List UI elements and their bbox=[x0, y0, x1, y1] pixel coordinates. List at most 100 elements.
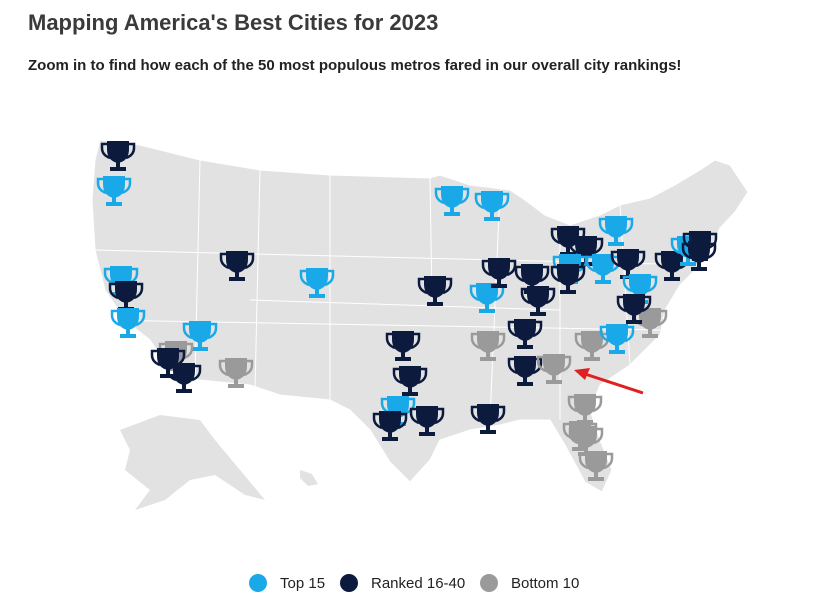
trophy-base bbox=[382, 437, 398, 441]
trophy-cup bbox=[661, 251, 683, 273]
trophy-cup bbox=[399, 366, 421, 388]
trophy-handles bbox=[514, 265, 550, 283]
trophy-marker bbox=[616, 294, 652, 324]
trophy-handles bbox=[470, 332, 506, 350]
trophy-base bbox=[309, 294, 325, 298]
trophy-cup bbox=[629, 274, 651, 296]
trophy-handles bbox=[568, 237, 604, 255]
trophy-stem bbox=[182, 384, 186, 390]
trophy-cup bbox=[527, 286, 549, 308]
trophy-base bbox=[192, 347, 208, 351]
trophy-stem bbox=[584, 447, 588, 453]
legend-label: Ranked 16-40 bbox=[371, 575, 465, 592]
legend-swatch bbox=[340, 574, 358, 592]
trophy-stem bbox=[648, 329, 652, 335]
trophy-cup bbox=[623, 294, 645, 316]
trophy-stem bbox=[686, 257, 690, 263]
trophy-stem bbox=[497, 279, 501, 285]
trophy-handles bbox=[599, 325, 635, 343]
trophy-stem bbox=[408, 387, 412, 393]
trophy-cup bbox=[226, 251, 248, 273]
trophy-handles bbox=[520, 287, 556, 305]
trophy-marker bbox=[507, 319, 543, 349]
trophy-marker bbox=[219, 251, 255, 281]
trophy-marker bbox=[469, 283, 505, 313]
trophy-stem bbox=[486, 425, 490, 431]
trophy-base bbox=[491, 284, 507, 288]
trophy-stem bbox=[490, 212, 494, 218]
trophy-stem bbox=[566, 247, 570, 253]
trophy-handles bbox=[507, 320, 543, 338]
trophy-handles bbox=[469, 284, 505, 302]
legend-swatch bbox=[480, 574, 498, 592]
trophy-base bbox=[517, 345, 533, 349]
trophy-handles bbox=[372, 412, 408, 430]
state-borders bbox=[94, 159, 701, 421]
trophy-cup bbox=[557, 264, 579, 286]
trophy-marker bbox=[550, 264, 586, 294]
legend: Top 15 Ranked 16-40 Bottom 10 bbox=[249, 574, 579, 592]
trophy-handles bbox=[550, 265, 586, 283]
hawaii bbox=[300, 470, 318, 486]
trophy-marker bbox=[96, 176, 132, 206]
markers bbox=[96, 141, 718, 481]
trophy-handles bbox=[409, 407, 445, 425]
trophy-cup bbox=[575, 426, 597, 448]
trophy-cup bbox=[639, 308, 661, 330]
trophy-marker bbox=[598, 216, 634, 246]
trophy-base bbox=[484, 217, 500, 221]
trophy-handles bbox=[96, 177, 132, 195]
trophy-base bbox=[444, 212, 460, 216]
trophy-marker bbox=[409, 406, 445, 436]
trophy-cup bbox=[225, 358, 247, 380]
trophy-stem bbox=[235, 272, 239, 278]
trophy-base bbox=[609, 350, 625, 354]
trophy-stem bbox=[601, 275, 605, 281]
trophy-cup bbox=[189, 321, 211, 343]
trophy-base bbox=[419, 432, 435, 436]
trophy-stem bbox=[566, 285, 570, 291]
trophy-stem bbox=[126, 329, 130, 335]
legend-label: Bottom 10 bbox=[511, 575, 579, 592]
trophy-base bbox=[595, 280, 611, 284]
trophy-handles bbox=[100, 142, 136, 160]
trophy-cup bbox=[441, 186, 463, 208]
trophy-handles bbox=[392, 367, 428, 385]
trophy-cup bbox=[574, 394, 596, 416]
trophy-cup bbox=[103, 176, 125, 198]
trophy-handles bbox=[622, 275, 658, 293]
trophy-cup bbox=[606, 324, 628, 346]
trophy-handles bbox=[536, 355, 572, 373]
trophy-base bbox=[626, 320, 642, 324]
trophy-base bbox=[584, 357, 600, 361]
trophy-marker bbox=[372, 411, 408, 441]
trophy-stem bbox=[583, 415, 587, 421]
trophy-stem bbox=[632, 315, 636, 321]
trophy-marker bbox=[481, 258, 517, 288]
trophy-handles bbox=[182, 322, 218, 340]
trophy-base bbox=[691, 267, 707, 271]
trophy-handles bbox=[598, 217, 634, 235]
trophy-handles bbox=[385, 332, 421, 350]
trophy-stem bbox=[552, 375, 556, 381]
trophy-cup bbox=[476, 283, 498, 305]
trophy-stem bbox=[615, 345, 619, 351]
trophy-handles bbox=[470, 405, 506, 423]
trophy-marker bbox=[536, 354, 572, 384]
arrow-head bbox=[574, 368, 590, 380]
trophy-cup bbox=[379, 411, 401, 433]
trophy-stem bbox=[670, 272, 674, 278]
trophy-marker bbox=[110, 308, 146, 338]
trophy-cup bbox=[557, 226, 579, 248]
trophy-cup bbox=[585, 451, 607, 473]
trophy-handles bbox=[578, 452, 614, 470]
trophy-marker bbox=[299, 268, 335, 298]
trophy-cup bbox=[617, 249, 639, 271]
trophy-marker bbox=[385, 331, 421, 361]
subtitle: Zoom in to find how each of the 50 most … bbox=[28, 57, 681, 74]
trophy-base bbox=[229, 277, 245, 281]
trophy-base bbox=[572, 447, 588, 451]
trophy-stem bbox=[450, 207, 454, 213]
trophy-cup bbox=[581, 331, 603, 353]
